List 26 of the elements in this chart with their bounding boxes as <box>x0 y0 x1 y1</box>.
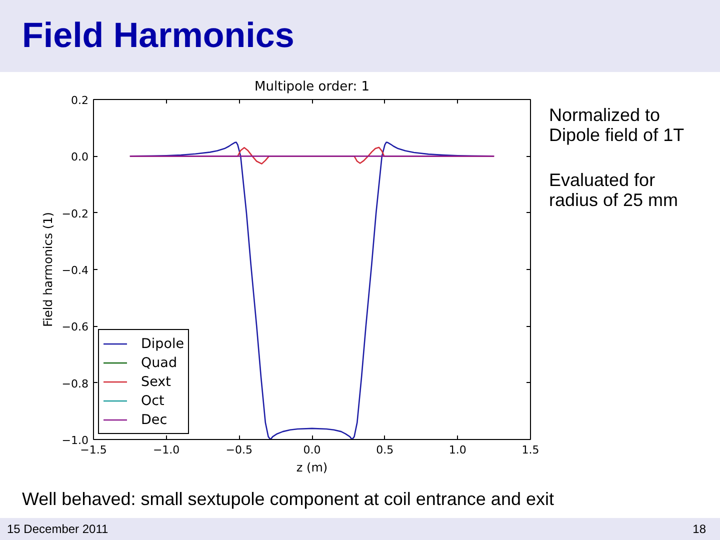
x-axis-title: z (m) <box>296 460 328 474</box>
chart-subtitle: Multipole order: 1 <box>254 80 370 94</box>
x-tick-label: −0.5 <box>226 444 253 456</box>
x-tick-label: −1.0 <box>152 444 180 456</box>
text: Evaluated for radius of 25 mm <box>549 170 680 210</box>
text: Well behaved: small sextupole component at coil entrance and exit <box>21 488 554 509</box>
text: 18 <box>692 521 706 537</box>
text: Normalized to Dipole field of 1T <box>549 105 686 145</box>
x-tick-label: 0.5 <box>376 444 394 456</box>
y-tick-label: −0.4 <box>62 264 89 277</box>
x-tick-label: 1.5 <box>522 444 540 456</box>
legend-label: Dipole <box>141 334 184 353</box>
y-axis-title: Field harmonics (1) <box>40 212 55 327</box>
y-tick-label: −0.8 <box>62 377 89 390</box>
x-tick-label: 1.0 <box>448 444 466 456</box>
y-tick-label: −0.6 <box>62 320 89 334</box>
text: 15 December 2011 <box>7 521 108 537</box>
y-tick-label: −0.2 <box>62 207 89 220</box>
legend-label: Dec <box>141 410 168 429</box>
y-tick-label: 0.2 <box>71 94 89 107</box>
legend-label: Sext <box>141 372 171 391</box>
legend-label: Oct <box>141 392 164 410</box>
chart-title: Field Harmonics <box>21 15 294 56</box>
x-tick-label: 0.0 <box>303 444 321 456</box>
y-tick-label: 0.0 <box>71 150 89 164</box>
legend-label: Quad <box>141 354 178 372</box>
